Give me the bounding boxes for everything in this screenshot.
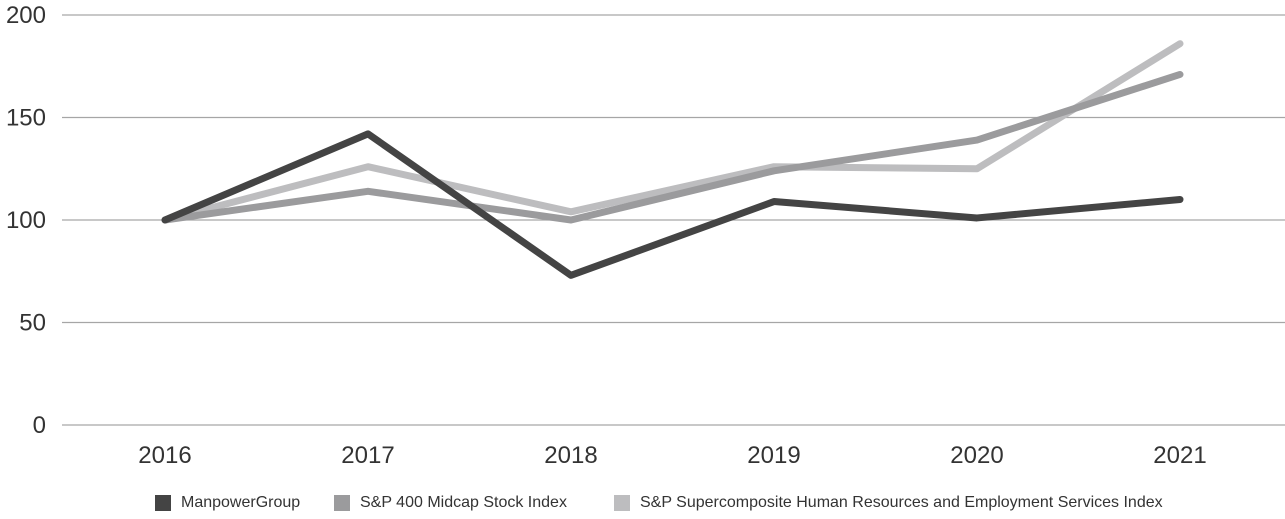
y-axis-ticks: 0 50 100 150 200 bbox=[6, 2, 46, 439]
legend-label: S&P Supercomposite Human Resources and E… bbox=[640, 494, 1163, 511]
x-tick-label: 2016 bbox=[138, 442, 191, 469]
y-tick-label: 150 bbox=[6, 105, 46, 132]
legend-item-manpowergroup: ManpowerGroup bbox=[155, 494, 300, 512]
y-tick-label: 0 bbox=[33, 412, 46, 439]
x-tick-label: 2021 bbox=[1153, 442, 1206, 469]
line-chart: 0 50 100 150 200 2016 2017 2018 2019 2020 2021 bbox=[6, 2, 1285, 469]
x-tick-label: 2017 bbox=[341, 442, 394, 469]
x-tick-label: 2018 bbox=[544, 442, 597, 469]
legend-swatch bbox=[155, 495, 171, 511]
series-lines bbox=[161, 40, 1184, 279]
series-line-0 bbox=[161, 130, 1184, 279]
gridlines bbox=[62, 14, 1285, 426]
y-tick-label: 50 bbox=[19, 310, 46, 337]
y-tick-label: 100 bbox=[6, 207, 46, 234]
legend-item-sp400: S&P 400 Midcap Stock Index bbox=[334, 494, 567, 512]
x-axis-ticks: 2016 2017 2018 2019 2020 2021 bbox=[138, 442, 1206, 469]
legend-swatch bbox=[614, 495, 630, 511]
legend-label: S&P 400 Midcap Stock Index bbox=[360, 494, 567, 511]
x-tick-label: 2020 bbox=[950, 442, 1003, 469]
legend-item-sp-supercomposite: S&P Supercomposite Human Resources and E… bbox=[614, 494, 1163, 512]
series-line-2 bbox=[161, 40, 1184, 224]
legend-label: ManpowerGroup bbox=[181, 494, 301, 511]
legend: ManpowerGroup S&P 400 Midcap Stock Index… bbox=[0, 490, 1285, 516]
series-line-1 bbox=[161, 70, 1184, 224]
legend-swatch bbox=[334, 495, 350, 511]
y-tick-label: 200 bbox=[6, 2, 46, 29]
x-tick-label: 2019 bbox=[747, 442, 800, 469]
